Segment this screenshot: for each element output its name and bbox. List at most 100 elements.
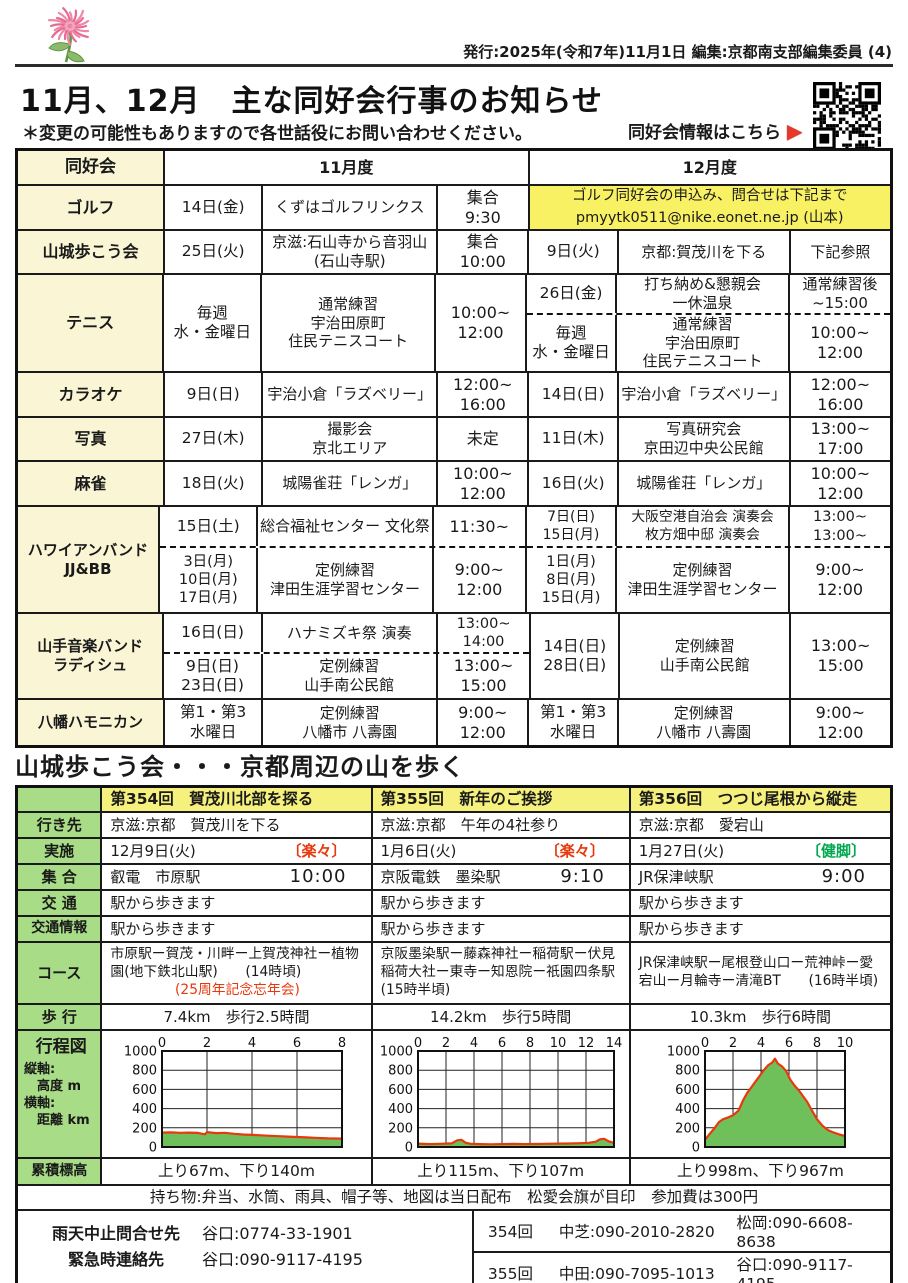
svg-text:8: 8	[813, 1036, 821, 1051]
dec-date: 11日(木)	[529, 418, 619, 460]
header-november: 11月度	[165, 151, 530, 184]
event-number: 354回	[487, 1223, 533, 1241]
nov-date: 18日(火)	[165, 462, 264, 505]
nov-date: 16日(日)	[164, 614, 263, 652]
contact-label: 緊急時連絡先	[67, 1250, 164, 1269]
nov-subrow-1: 15日(土) 総合福祉センター 文化祭 11:30~	[160, 507, 525, 548]
club-name: 写真	[18, 418, 165, 460]
header-divider	[15, 64, 893, 67]
meet-station: JR保津峡駅	[638, 867, 714, 886]
nov-time: 10:00~ 12:00	[436, 275, 527, 371]
dec-time: 12:00~ 16:00	[810, 374, 871, 414]
nov-date: 15日(土)	[160, 507, 259, 546]
dec-date: 14日(日) 28日(日)	[531, 614, 621, 698]
chart-row-label: 行程図 縦軸: 高度 m 横軸: 距離 km	[18, 1031, 103, 1157]
nov-date: 25日(火)	[165, 231, 264, 273]
belongings-text: 持ち物:弁当、水筒、雨具、帽子等、地図は当日配布 松愛会旗が目印 参加費は300…	[149, 1187, 759, 1206]
svg-text:0: 0	[692, 1141, 700, 1154]
nov-time: 未定	[438, 418, 530, 460]
dec-subrow-2: 1日(月) 8日(月) 15日(月) 定例練習 津田生涯学習センター 9:00~…	[527, 548, 890, 612]
svg-text:4: 4	[247, 1036, 255, 1051]
row-label: 集 合	[18, 865, 103, 889]
svg-text:1000: 1000	[667, 1045, 700, 1060]
walk-chart-row: 行程図 縦軸: 高度 m 横軸: 距離 km 0 200 400 600 800 1000…	[18, 1031, 890, 1159]
event-contacts: 354回 中芝:090-2010-2820 松岡:090-6608-8638 3…	[473, 1211, 890, 1283]
row-walking-club: 山城歩こう会 25日(火) 京滋:石山寺から音羽山 (石山寺駅) 集合 10:0…	[18, 231, 890, 275]
contact-line: 雨天中止問合せ先 谷口:0774-33-1901	[30, 1224, 353, 1244]
svg-text:0: 0	[157, 1036, 165, 1051]
qr-caption: 同好会情報はこちら ▶	[628, 118, 803, 144]
svg-text:2: 2	[729, 1036, 737, 1051]
walk-section-title: 山城歩こう会・・・京都周辺の山を歩く	[15, 753, 465, 781]
event-356-header: 第356回 つつじ尾根から縦走	[630, 788, 890, 811]
dec-place: 通常練習 宇治田原町 住民テニスコート	[617, 314, 790, 371]
meet-time: 9:10	[560, 865, 605, 887]
arrow-right-icon: ▶	[787, 118, 803, 143]
transport: 駅から歩きます	[373, 891, 631, 915]
nov-place: 通常練習 宇治田原町 住民テニスコート	[262, 275, 437, 371]
dec-date: 1日(月) 8日(月) 15日(月)	[527, 548, 617, 612]
svg-text:400: 400	[676, 1102, 701, 1117]
svg-text:400: 400	[388, 1102, 413, 1117]
nov-time: 集合 9:30	[438, 186, 530, 229]
dec-place: 定例練習 八幡市 八壽園	[619, 700, 791, 745]
transport-info: 駅から歩きます	[373, 917, 631, 941]
svg-text:8: 8	[526, 1036, 534, 1051]
dec-time: 10:00~ 12:00	[810, 322, 870, 362]
transport-info: 駅から歩きます	[102, 917, 373, 941]
svg-text:0: 0	[701, 1036, 709, 1051]
svg-text:2: 2	[442, 1036, 450, 1051]
svg-text:800: 800	[132, 1064, 157, 1079]
course: 京阪墨染駅ー藤森神社ー稲荷駅ー伏見稲荷大社ー東寺ー知恩院ー祇園四条駅 (15時半…	[373, 943, 631, 1003]
dec-date: 9日(火)	[529, 231, 619, 273]
walk-header-row: 第354回 賀茂川北部を探る 第355回 新年のご挨拶 第356回 つつじ尾根か…	[18, 788, 890, 813]
contact-phone: 谷口:0774-33-1901	[202, 1224, 353, 1243]
hawaiian-dec-group: 7日(日) 15日(月) 大阪空港自治会 演奏会 枚方畑中邸 演奏会 13:00…	[527, 507, 890, 612]
svg-text:12: 12	[577, 1036, 594, 1051]
svg-text:400: 400	[132, 1102, 157, 1117]
cumulative-elevation: 上り67m、下り140m	[102, 1159, 373, 1184]
nov-place: ハナミズキ祭 演奏	[263, 614, 438, 652]
destination: 京滋:京都 賀茂川を下る	[102, 813, 373, 837]
dec-date: 7日(日) 15日(月)	[527, 507, 617, 546]
nov-subrow-2: 3日(月) 10日(月) 17日(月) 定例練習 津田生涯学習センター 9:00…	[160, 548, 525, 612]
difficulty-badge: 〔楽々〕	[286, 841, 347, 860]
course-note: (25周年記念忘年会)	[175, 981, 300, 998]
nov-place: 京滋:石山寺から音羽山 (石山寺駅)	[263, 231, 439, 273]
svg-text:0: 0	[414, 1036, 422, 1051]
nov-time: 12:00~ 16:00	[438, 373, 530, 416]
club-name: 麻雀	[18, 462, 165, 505]
distance: 7.4km 歩行2.5時間	[102, 1005, 373, 1029]
meet-time: 9:00	[821, 865, 866, 887]
course: 市原駅ー賀茂・川畔ー上賀茂神社ー植物園(地下鉄北山駅) (14時頃) (25周年…	[102, 943, 373, 1003]
contact-phone-2: 谷口:090-9117-4195	[736, 1256, 853, 1283]
svg-text:0: 0	[148, 1141, 156, 1154]
nov-time: 11:30~	[449, 516, 510, 536]
svg-text:600: 600	[132, 1083, 157, 1098]
contact-phone-2: 松岡:090-6608-8638	[736, 1214, 853, 1251]
dec-date: 第1・第3 水曜日	[529, 700, 619, 745]
table-header-row: 同好会 11月度 12月度	[18, 151, 890, 186]
dec-place: 大阪空港自治会 演奏会 枚方畑中邸 演奏会	[617, 507, 790, 546]
transport: 駅から歩きます	[638, 893, 744, 912]
dec-subrow-2: 毎週 水・金曜日 通常練習 宇治田原町 住民テニスコート 10:00~ 12:0…	[527, 314, 890, 371]
nov-subrow-1: 16日(日) ハナミズキ祭 演奏 13:00~ 14:00	[164, 614, 530, 654]
course-text: JR保津峡駅ー尾根登山口ー荒神峠ー愛宕山ー月輪寺ー清滝BT (16時半頃)	[638, 955, 879, 989]
contacts-row: 雨天中止問合せ先 谷口:0774-33-1901 緊急時連絡先 谷口:090-9…	[18, 1211, 890, 1283]
club-name: ハワイアンバンド JJ&BB	[18, 507, 160, 612]
event-354-header: 第354回 賀茂川北部を探る	[102, 788, 373, 811]
dec-place: 定例練習 津田生涯学習センター	[617, 548, 790, 612]
dec-date: 毎週 水・金曜日	[527, 314, 617, 371]
svg-text:8: 8	[337, 1036, 345, 1051]
svg-text:800: 800	[388, 1064, 413, 1079]
nov-time: 9:00~ 12:00	[438, 700, 530, 745]
difficulty-badge: 〔健脚〕	[805, 841, 866, 860]
event-date: 1月6日(火) 〔楽々〕	[373, 839, 631, 863]
club-name: 山手音楽バンド ラディシュ	[18, 614, 165, 698]
svg-text:600: 600	[388, 1083, 413, 1098]
event-date: 1月27日(火) 〔健脚〕	[631, 839, 890, 863]
row-hawaiian-band: ハワイアンバンド JJ&BB 15日(土) 総合福祉センター 文化祭 11:30…	[18, 507, 890, 614]
club-name: テニス	[18, 275, 165, 371]
row-label: 交 通	[18, 891, 103, 915]
event-number: 355回	[487, 1265, 533, 1283]
